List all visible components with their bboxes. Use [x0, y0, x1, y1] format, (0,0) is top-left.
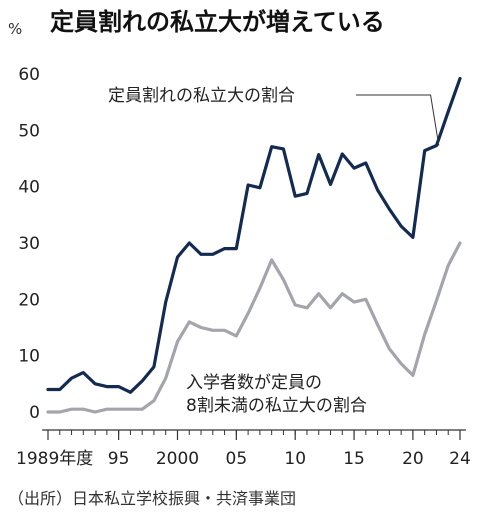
x-tick-label: 05	[226, 449, 248, 469]
annotation-navy-series: 定員割れの私立大の割合	[108, 86, 295, 106]
series-line-navy	[46, 76, 462, 394]
x-tick-label: 1989年度	[16, 449, 93, 469]
annotation-leader-line	[356, 94, 440, 146]
chart-title: 定員割れの私立大が増えている	[50, 8, 385, 36]
x-tick-label: 20	[402, 449, 424, 469]
y-tick-label: 60	[18, 65, 40, 85]
annotation-gray-series-line2: 8割未満の私立大の割合	[186, 396, 367, 416]
y-axis-unit: %	[8, 20, 22, 38]
y-tick-label: 0	[29, 403, 40, 423]
annotation-gray-series-line1: 入学者数が定員の	[186, 373, 322, 393]
x-tick-label: 95	[108, 449, 130, 469]
series-line-gray	[46, 241, 462, 414]
y-tick-label: 40	[18, 178, 40, 198]
source-note: （出所）日本私立学校振興・共済事業団	[8, 489, 296, 508]
x-tick-label: 2000	[156, 449, 199, 469]
y-tick-label: 50	[18, 121, 40, 141]
y-tick-label: 30	[18, 234, 40, 254]
x-tick-label: 15	[343, 449, 365, 469]
plot-area: 0 10 20 30 40 50 60 1989年度 95 2000 05 10 15 20 24	[16, 65, 471, 469]
y-tick-label: 10	[18, 347, 40, 367]
y-tick-label: 20	[18, 290, 40, 310]
x-tick-label: 24	[449, 449, 471, 469]
x-tick-label: 10	[284, 449, 306, 469]
